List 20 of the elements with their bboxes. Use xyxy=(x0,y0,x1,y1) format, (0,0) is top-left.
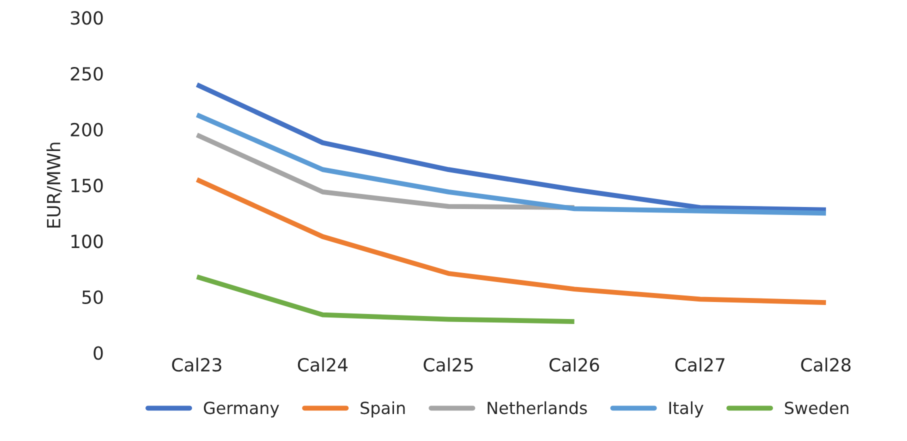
legend-label: Italy xyxy=(669,401,704,418)
legend-label: Netherlands xyxy=(488,401,587,414)
y-tick-label: 150 xyxy=(72,178,103,192)
x-tick-label: Cal23 xyxy=(172,358,222,372)
line-series xyxy=(194,177,828,305)
y-tick-label: 300 xyxy=(70,11,103,25)
y-axis-title: EUR/MWh xyxy=(46,142,62,228)
y-tick-label: 0 xyxy=(94,346,103,360)
legend-label: Spain xyxy=(360,401,405,418)
y-tick-label: 200 xyxy=(70,122,103,136)
legend-label: Germany xyxy=(204,402,280,418)
y-tick-label: 100 xyxy=(72,234,103,248)
y-tick-label: 250 xyxy=(70,66,103,81)
x-tick-label: Cal27 xyxy=(675,358,724,372)
y-tick-label: 50 xyxy=(82,290,103,304)
legend-label: Sweden xyxy=(784,401,848,414)
x-tick-label: Cal28 xyxy=(801,358,851,372)
x-tick-label: Cal25 xyxy=(424,358,473,372)
x-tick-label: Cal24 xyxy=(298,358,348,372)
x-tick-label: Cal26 xyxy=(550,358,600,372)
